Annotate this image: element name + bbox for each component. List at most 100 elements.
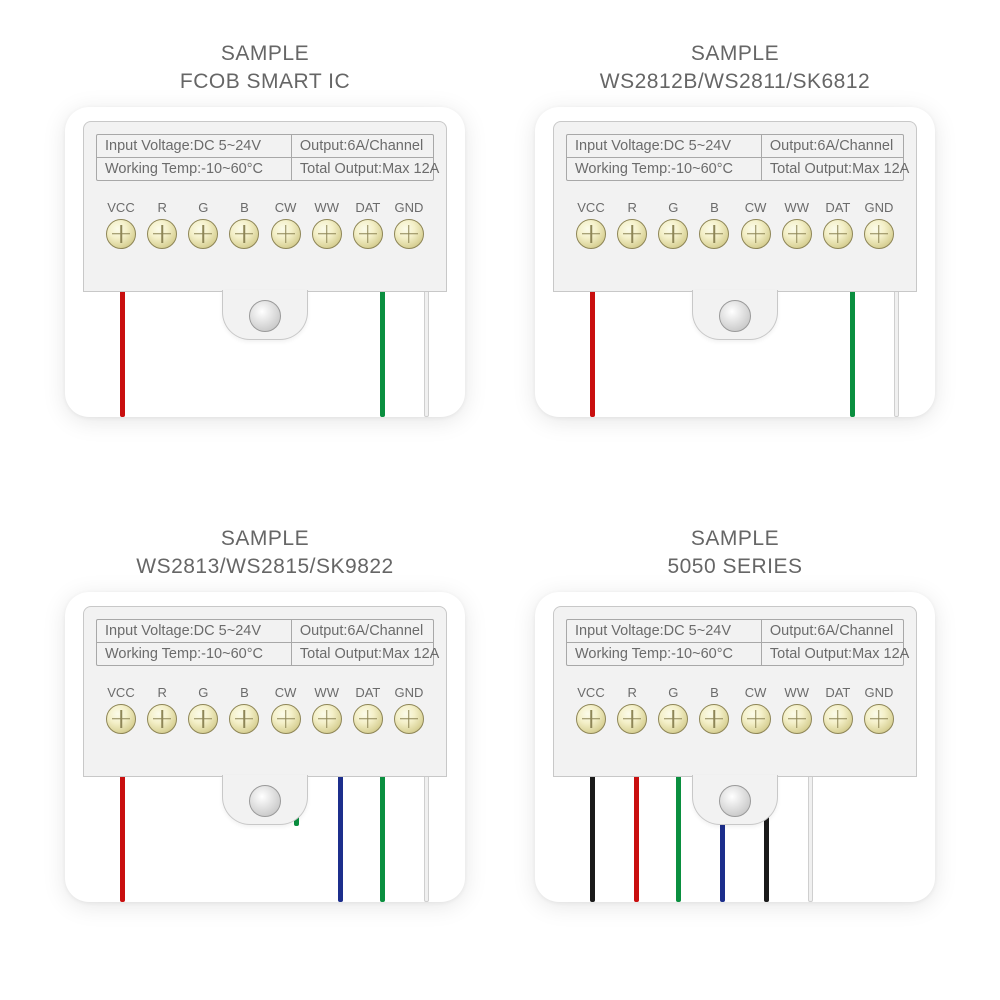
terminal: B (695, 200, 733, 249)
terminal: G (184, 685, 222, 734)
spec-cell: Working Temp:-10~60°C (97, 643, 292, 665)
terminal: WW (308, 685, 346, 734)
terminal-label: CW (745, 200, 767, 215)
diagram-grid: SAMPLEFCOB SMART IC Input Voltage:DC 5~24… (50, 40, 950, 960)
spec-cell: Output:6A/Channel (292, 135, 433, 157)
spec-box: Input Voltage:DC 5~24VOutput:6A/ChannelW… (566, 619, 904, 666)
terminal: VCC (102, 200, 140, 249)
terminal-label: B (710, 685, 719, 700)
terminal-label: WW (314, 200, 339, 215)
terminal-label: VCC (577, 685, 604, 700)
panel: SAMPLE5050 SERIES Input Voltage:DC 5~24VO… (520, 525, 950, 960)
screw-icon (312, 219, 342, 249)
terminal: CW (737, 685, 775, 734)
terminal: WW (778, 200, 816, 249)
spec-cell: Input Voltage:DC 5~24V (567, 620, 762, 642)
terminal: B (695, 685, 733, 734)
terminal: CW (267, 685, 305, 734)
terminal: DAT (819, 685, 857, 734)
screw-icon (394, 219, 424, 249)
screw-icon (823, 219, 853, 249)
screw-icon (617, 704, 647, 734)
screw-icon (658, 219, 688, 249)
terminal: VCC (102, 685, 140, 734)
terminal-label: CW (275, 200, 297, 215)
terminal-label: B (240, 200, 249, 215)
panel-title: SAMPLE5050 SERIES (667, 525, 802, 582)
terminal-label: CW (745, 685, 767, 700)
terminal: R (613, 685, 651, 734)
mount-tab (692, 775, 778, 825)
spec-cell: Working Temp:-10~60°C (97, 158, 292, 180)
screw-icon (864, 219, 894, 249)
panel-title: SAMPLEWS2813/WS2815/SK9822 (136, 525, 394, 582)
screw-icon (823, 704, 853, 734)
panel: SAMPLEFCOB SMART IC Input Voltage:DC 5~24… (50, 40, 480, 475)
terminal-label: B (240, 685, 249, 700)
screw-icon (106, 704, 136, 734)
panel-title: SAMPLEFCOB SMART IC (180, 40, 350, 97)
spec-cell: Output:6A/Channel (762, 135, 903, 157)
screw-icon (741, 704, 771, 734)
terminal-row: VCC R G B CW WW DAT GND (102, 685, 428, 734)
screw-icon (741, 219, 771, 249)
terminal: GND (390, 685, 428, 734)
screw-icon (188, 219, 218, 249)
spec-cell: Total Output:Max 12A (292, 643, 447, 665)
screw-icon (353, 704, 383, 734)
spec-box: Input Voltage:DC 5~24VOutput:6A/ChannelW… (96, 619, 434, 666)
screw-icon (188, 704, 218, 734)
spec-box: Input Voltage:DC 5~24VOutput:6A/ChannelW… (566, 134, 904, 181)
terminal: GND (860, 200, 898, 249)
terminal-label: B (710, 200, 719, 215)
terminal-label: GND (395, 200, 424, 215)
terminal-label: GND (395, 685, 424, 700)
terminal-label: GND (865, 200, 894, 215)
screw-icon (576, 704, 606, 734)
terminal-row: VCCRGBCWWWDATGND (572, 200, 898, 249)
screw-icon (147, 704, 177, 734)
screw-icon (617, 219, 647, 249)
terminal: G (654, 685, 692, 734)
spec-cell: Total Output:Max 12A (762, 643, 917, 665)
terminal: VCC (572, 200, 610, 249)
mount-tab (222, 290, 308, 340)
terminal: CW (267, 200, 305, 249)
screw-icon (699, 704, 729, 734)
terminal-label: G (198, 685, 208, 700)
terminal: G (184, 200, 222, 249)
terminal-label: WW (784, 685, 809, 700)
spec-cell: Total Output:Max 12A (292, 158, 447, 180)
screw-icon (699, 219, 729, 249)
terminal-label: DAT (355, 200, 380, 215)
mount-tab (692, 290, 778, 340)
terminal: DAT (349, 685, 387, 734)
terminal-row: VCC RG B CW WW DAT GND (572, 685, 898, 734)
spec-cell: Total Output:Max 12A (762, 158, 917, 180)
screw-icon (271, 219, 301, 249)
screw-icon (229, 704, 259, 734)
terminal-label: G (198, 200, 208, 215)
screw-icon (782, 219, 812, 249)
terminal: B (225, 685, 263, 734)
terminal-label: VCC (107, 685, 134, 700)
screw-icon (353, 219, 383, 249)
connector-card: Input Voltage:DC 5~24VOutput:6A/ChannelW… (535, 592, 935, 902)
panel-title: SAMPLEWS2812B/WS2811/SK6812 (600, 40, 870, 97)
connector-body: Input Voltage:DC 5~24VOutput:6A/ChannelW… (553, 606, 917, 776)
connector-card: Input Voltage:DC 5~24VOutput:6A/ChannelW… (65, 107, 465, 417)
terminal: G (654, 200, 692, 249)
screw-icon (271, 704, 301, 734)
terminal: B (225, 200, 263, 249)
connector-card: Input Voltage:DC 5~24VOutput:6A/ChannelW… (65, 592, 465, 902)
terminal-label: GND (865, 685, 894, 700)
connector-body: Input Voltage:DC 5~24VOutput:6A/ChannelW… (553, 121, 917, 291)
terminal-label: R (627, 200, 636, 215)
terminal-label: CW (275, 685, 297, 700)
terminal-label: WW (314, 685, 339, 700)
terminal-label: VCC (107, 200, 134, 215)
terminal: R (143, 685, 181, 734)
screw-icon (782, 704, 812, 734)
terminal-label: DAT (825, 685, 850, 700)
terminal: GND (390, 200, 428, 249)
